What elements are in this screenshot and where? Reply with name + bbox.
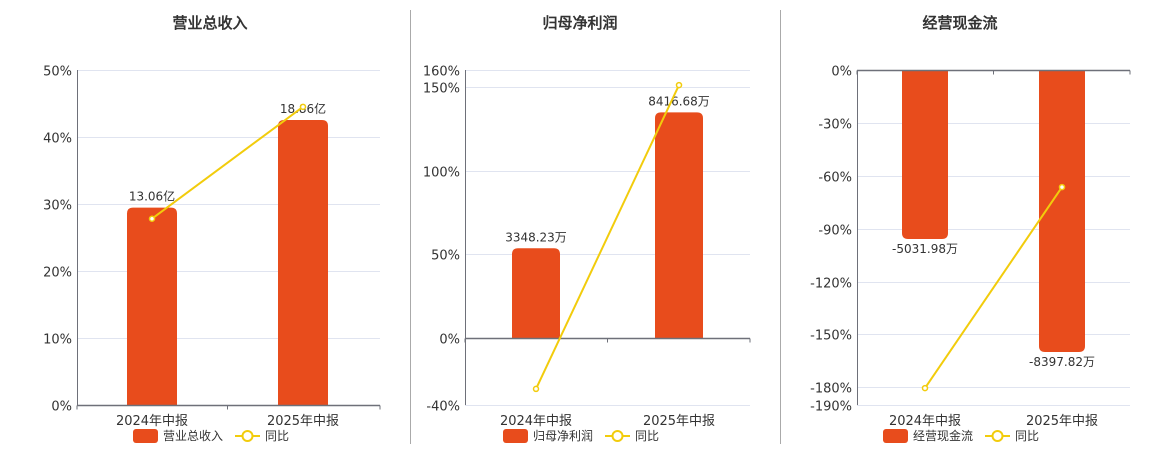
y-tick-label: 150% (423, 82, 460, 97)
bar-2024年中报 (127, 207, 177, 405)
yoy-point (532, 385, 540, 393)
y-tick-label: -60% (818, 171, 852, 186)
yoy-line (535, 84, 680, 390)
bar-2024年中报 (902, 70, 948, 239)
bar-2025年中报 (1039, 70, 1085, 353)
bar-value-label: 3348.23万 (505, 230, 567, 244)
x-category-label: 2024年中报 (889, 414, 961, 429)
y-tick-label: 30% (43, 199, 72, 214)
y-tick-label: -190% (810, 400, 852, 415)
x-category-label: 2025年中报 (1026, 414, 1098, 429)
y-tick-label: 40% (43, 132, 72, 147)
y-tick-label: 0% (831, 65, 852, 80)
x-category-label: 2024年中报 (116, 414, 188, 429)
y-tick-label: 50% (43, 65, 72, 80)
legend-line-marker (611, 430, 624, 442)
yoy-point (148, 215, 156, 222)
bar-2024年中报 (512, 248, 560, 338)
x-category-label: 2025年中报 (267, 414, 339, 429)
y-tick-label: 20% (43, 266, 72, 281)
legend-bar-label: 营业总收入 (163, 429, 223, 443)
yoy-point (299, 103, 307, 111)
chart-title: 归母净利润 (542, 14, 617, 32)
legend-bar-swatch (133, 429, 158, 443)
bar-2025年中报 (278, 120, 328, 406)
legend-line-marker (991, 430, 1004, 442)
y-tick-label: -30% (818, 118, 852, 133)
y-tick-label: -40% (426, 400, 460, 415)
y-tick-label: -120% (810, 277, 852, 292)
y-tick-label: 0% (51, 400, 72, 415)
legend-line-label: 同比 (635, 429, 659, 443)
yoy-point (1058, 183, 1066, 191)
bar-value-label: 8416.68万 (648, 94, 710, 108)
legend-line-label: 同比 (265, 429, 289, 443)
yoy-line (151, 106, 304, 220)
legend-line-label: 同比 (1015, 429, 1039, 443)
yoy-point (675, 81, 683, 89)
y-tick-label: 100% (423, 166, 460, 181)
bar-value-label: -8397.82万 (1029, 355, 1095, 369)
y-tick-label: 0% (439, 333, 460, 348)
legend-bar-label: 归母净利润 (533, 429, 593, 443)
y-tick-label: -180% (810, 382, 852, 397)
yoy-point (921, 384, 929, 392)
legend-bar-swatch (883, 429, 908, 443)
bar-value-label: -5031.98万 (892, 242, 958, 256)
y-tick-label: -150% (810, 329, 852, 344)
bar-value-label: 13.06亿 (129, 189, 175, 204)
y-tick-label: 50% (431, 249, 460, 264)
legend-line-marker (241, 430, 254, 442)
y-tick-label: 10% (43, 333, 72, 348)
y-tick-label: 160% (423, 65, 460, 80)
legend-bar-swatch (503, 429, 528, 443)
chart-title: 营业总收入 (172, 14, 247, 32)
legend-bar-label: 经营现金流 (913, 428, 973, 443)
bar-2025年中报 (655, 112, 703, 338)
y-tick-label: -90% (818, 224, 852, 239)
x-category-label: 2025年中报 (643, 414, 715, 429)
chart-title: 经营现金流 (922, 14, 997, 32)
yoy-line (924, 186, 1063, 389)
x-category-label: 2024年中报 (500, 414, 572, 429)
